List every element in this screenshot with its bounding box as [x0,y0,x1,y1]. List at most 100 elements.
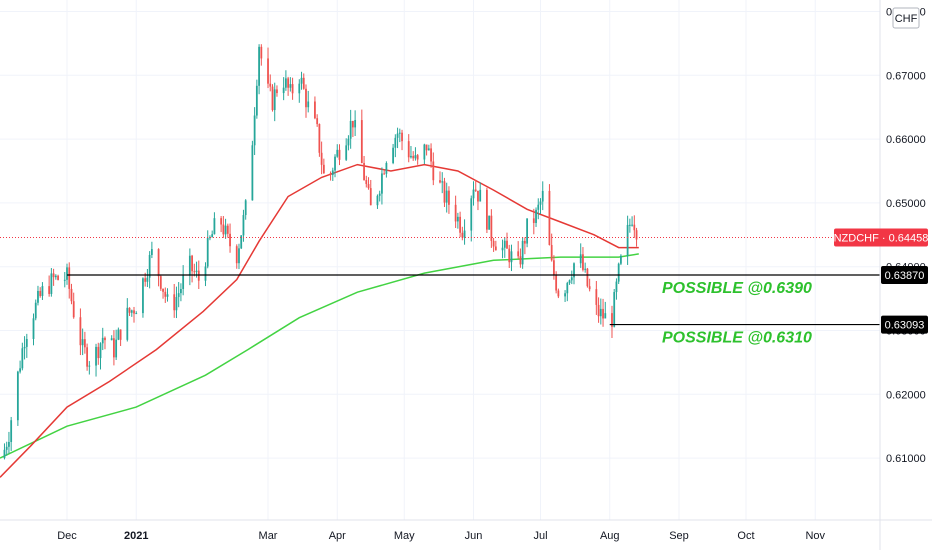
candle [631,216,633,227]
candle-body [586,268,589,287]
candle [235,244,238,269]
candle-body [620,255,622,264]
candle [267,47,269,89]
candle-body [291,84,294,94]
candle [162,288,164,299]
candle [8,431,10,454]
candle-body [579,254,582,264]
candle-body [209,237,211,239]
candle-body [41,286,44,296]
candle [287,76,290,96]
candle-body [133,310,135,314]
time-axis[interactable]: Dec 2021 Mar Apr May Jun Jul Aug Sep Oct Nov [57,530,825,542]
candle [439,171,441,184]
candle [360,109,363,164]
x-tick-label: Nov [805,530,825,542]
candle [206,230,209,269]
currency-badge-box [892,7,920,29]
candle [224,218,227,239]
candle [461,226,464,241]
candle [394,134,397,158]
candle [86,343,89,371]
candle-body [407,141,410,158]
candle-body [329,173,332,176]
candle-body [423,144,426,160]
candle-body [164,291,167,297]
candle-body [508,248,511,263]
candle [318,123,321,157]
candle-body [510,251,513,263]
candle-body [427,148,430,151]
candle-body [195,270,198,272]
candle [19,360,22,374]
candle-body [541,190,544,202]
price-tags: 0.63870 0.63093 NZDCHF · 0.64458 [834,228,928,334]
candle-body [188,255,191,276]
candle-body [113,338,115,358]
candle [553,255,555,280]
candle-body [445,190,448,203]
candle [322,158,325,174]
candle-body [260,46,263,59]
level-tag-box [881,315,928,334]
candle [229,223,231,253]
candle-body [486,189,488,230]
candle-body [235,246,238,264]
candle-body [383,173,386,175]
candle [104,336,106,350]
candle-body [479,189,482,202]
candle-body [142,278,144,314]
candle-body [305,88,307,108]
candle [494,240,497,251]
candle-body [506,240,508,249]
candle [602,298,604,327]
candle-body [347,138,350,146]
candle [541,181,544,211]
candle-body [79,317,82,346]
candle [251,140,254,201]
candle [334,154,336,178]
candle-body [351,120,354,128]
candle [3,443,6,460]
candle-body [54,275,57,278]
candle-body [104,337,106,341]
candle [599,298,602,325]
candle [54,274,57,280]
candle [316,114,319,127]
candle-body [360,120,363,164]
candle-body [416,155,419,160]
candle-body [602,308,604,319]
candle [365,175,368,188]
candle [37,285,39,306]
candle-body [588,286,591,290]
candle-body [363,163,365,181]
candle-body [376,195,379,206]
candle-body [211,234,214,238]
candle [119,329,122,347]
candle [401,129,403,151]
candle [588,278,591,292]
candle [586,267,589,288]
candle-body [385,162,388,174]
candle-body [414,155,417,159]
x-tick-label: 2021 [124,530,148,542]
candle-body [314,101,316,119]
candle-body [119,329,122,340]
candle [211,230,214,238]
candle [378,190,381,202]
candle [70,283,73,305]
candle [157,248,160,287]
candle [582,247,584,272]
candle [244,199,247,220]
candle-body [253,115,256,146]
candle-body [238,248,240,264]
candle [506,232,508,249]
candle-body [432,161,435,181]
candle-body [251,145,254,201]
candle-body [269,83,272,87]
candle [416,153,419,165]
candle [615,278,618,300]
candle-body [537,204,540,210]
candle-body [396,133,399,138]
